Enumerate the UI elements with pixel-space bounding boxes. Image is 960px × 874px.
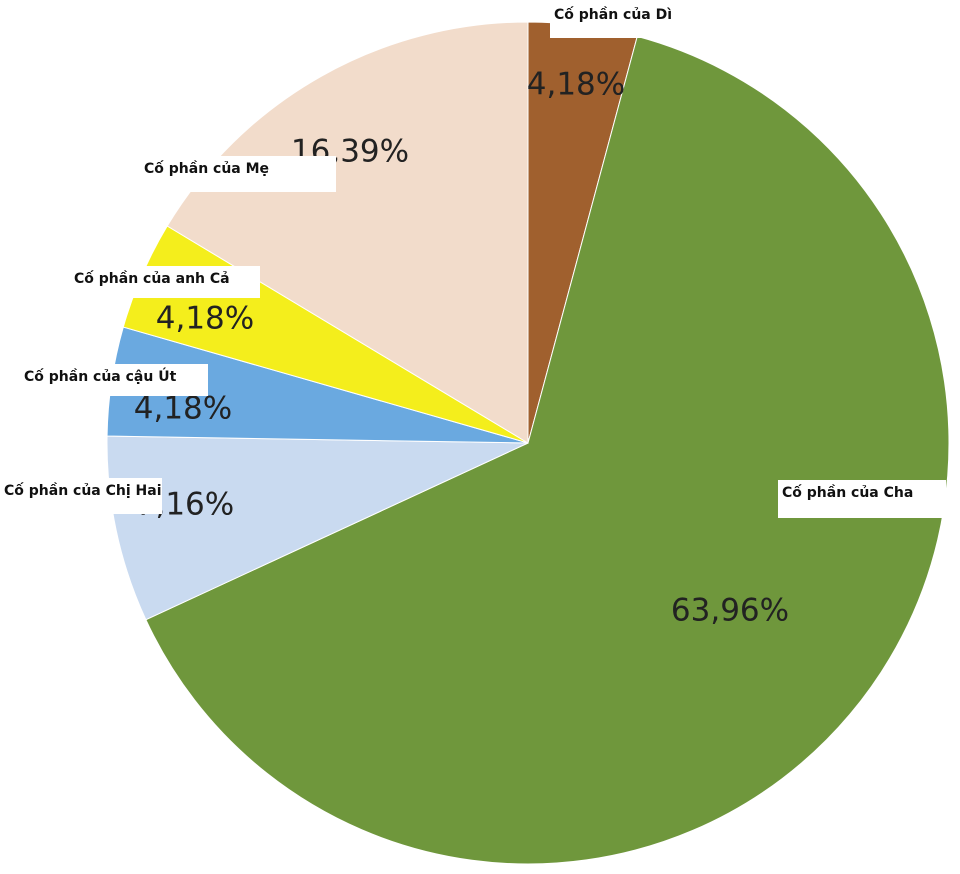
label-box: [0, 478, 162, 514]
label-box: [20, 364, 208, 396]
label-box: [140, 156, 336, 192]
slice-label: Cố phần của cậu Út: [24, 367, 177, 385]
pie-slice: [145, 35, 950, 865]
label-box: [550, 2, 642, 38]
slice-label: Cố phần của Chị Hai: [4, 482, 162, 499]
pie-slice: [106, 435, 529, 621]
value-label: 4,18%: [134, 391, 232, 427]
label-box: [778, 480, 946, 518]
slice-label: Cố phần của Cha: [782, 484, 913, 501]
slice-label: Cố phần của Dì: [554, 6, 672, 23]
value-label: 4,18%: [156, 301, 254, 337]
label-box: [70, 266, 260, 298]
value-label: 4,18%: [527, 67, 625, 103]
slice-label: Cố phần của anh Cả: [74, 270, 230, 287]
slice-label: Cố phần của Mẹ: [144, 160, 269, 177]
value-label: 63,96%: [671, 593, 789, 629]
